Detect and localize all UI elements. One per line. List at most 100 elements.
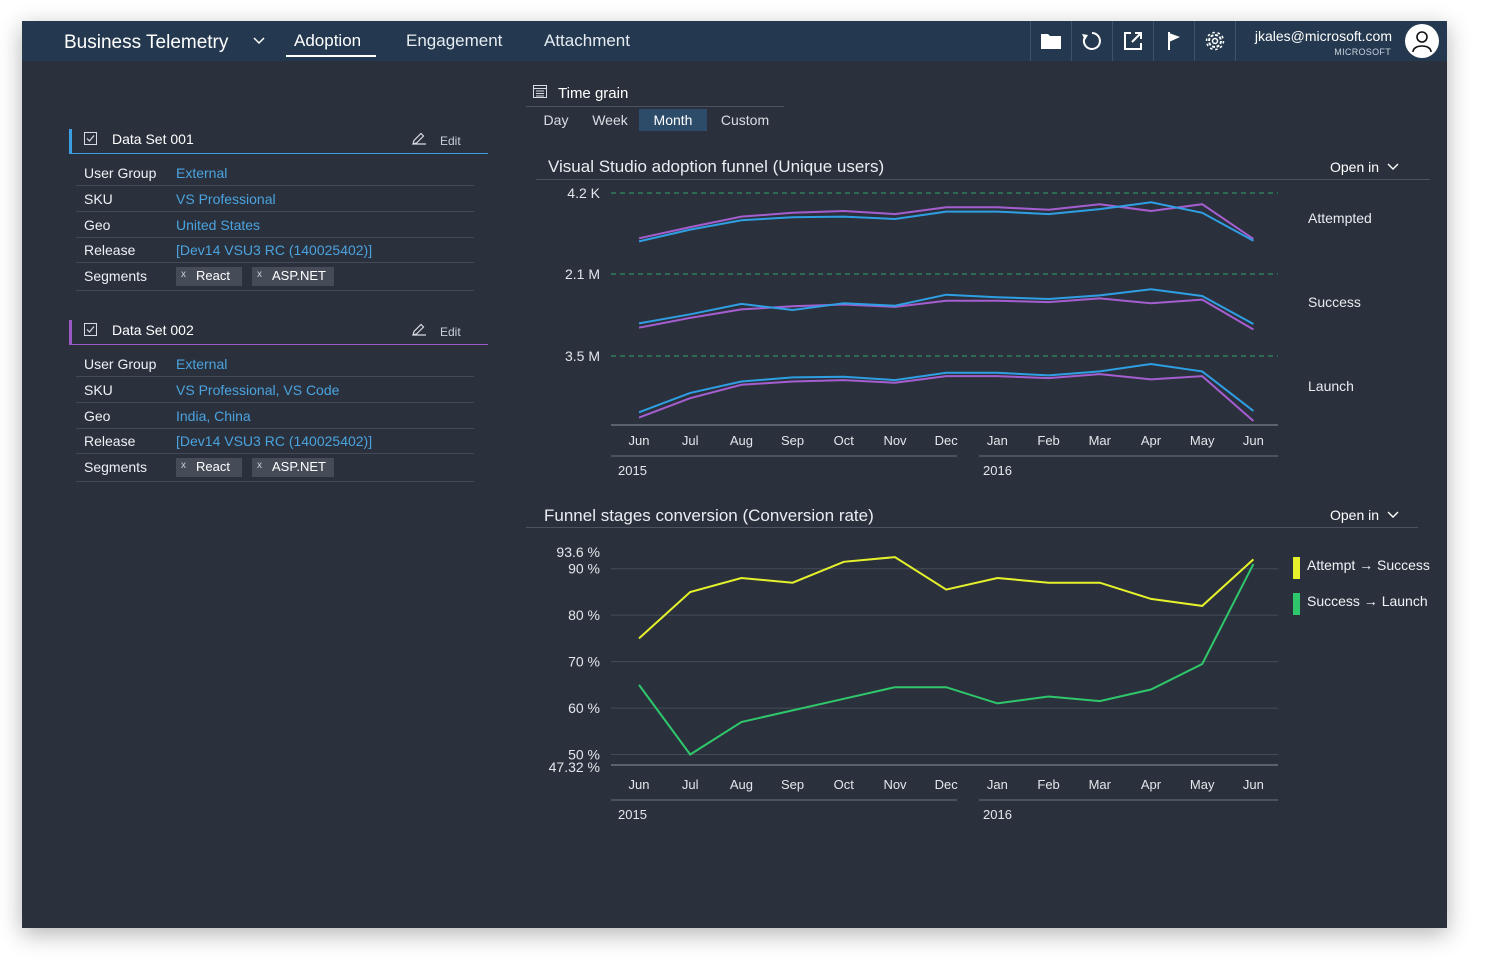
chevron-down-icon: [1387, 163, 1399, 170]
remove-chip-icon[interactable]: x: [257, 269, 262, 280]
dataset-1-row-release: Release [Dev14 VSU3 RC (140025402)]: [76, 237, 474, 263]
time-grain-month[interactable]: Month: [639, 109, 707, 131]
tab-attachment[interactable]: Attachment: [544, 31, 630, 50]
time-grain-title: Time grain: [558, 85, 629, 102]
funnel-x-tick-label: Dec: [935, 433, 959, 448]
conversion-y-tick-label: 47.32 %: [549, 759, 600, 775]
funnel-series-line: [638, 288, 1254, 325]
settings-button[interactable]: [1194, 21, 1236, 61]
segment-chip[interactable]: x React: [176, 458, 242, 477]
user-organization: MICROSOFT: [1334, 47, 1391, 57]
chevron-down-icon: [1387, 511, 1399, 518]
funnel-x-tick-label: Jul: [682, 433, 699, 448]
row-label: Segments: [84, 459, 148, 475]
row-value[interactable]: VS Professional: [176, 191, 276, 207]
row-value[interactable]: External: [176, 165, 228, 181]
folder-button[interactable]: [1030, 21, 1071, 61]
open-external-button[interactable]: [1112, 21, 1153, 61]
funnel-series-line: [638, 297, 1254, 331]
pencil-icon[interactable]: [410, 131, 426, 147]
conversion-x-tick-label: Jun: [1243, 777, 1264, 792]
row-label: Geo: [84, 408, 111, 424]
calendar-icon: [533, 85, 547, 98]
conversion-x-tick-label: Jan: [987, 777, 1008, 792]
tab-adoption[interactable]: Adoption: [294, 31, 362, 50]
adoption-open-in-button[interactable]: Open in: [1330, 159, 1399, 175]
funnel-x-tick-label: Aug: [730, 433, 753, 448]
checkbox-icon[interactable]: [84, 132, 97, 145]
segment-chip[interactable]: x ASP.NET: [252, 458, 334, 477]
conversion-y-tick-label: 80 %: [568, 607, 600, 623]
top-bar: Business Telemetry Adoption Engagement A…: [22, 21, 1447, 61]
row-value[interactable]: VS Professional, VS Code: [176, 382, 340, 398]
remove-chip-icon[interactable]: x: [257, 460, 262, 471]
time-grain-custom[interactable]: Custom: [720, 112, 770, 128]
segment-chip[interactable]: x ASP.NET: [252, 267, 334, 286]
conversion-x-tick-label: Sep: [781, 777, 804, 792]
user-email: jkales@microsoft.com: [1254, 28, 1392, 44]
row-label: User Group: [84, 165, 157, 181]
row-value[interactable]: United States: [176, 217, 261, 233]
flag-button[interactable]: [1153, 21, 1194, 61]
refresh-button[interactable]: [1071, 21, 1112, 61]
dataset-2-row-user-group: User Group External: [76, 351, 474, 377]
adoption-chart-divider: [536, 179, 1430, 180]
dataset-1-underline: [72, 153, 488, 154]
open-in-label: Open in: [1330, 507, 1380, 523]
dataset-1-edit-button[interactable]: Edit: [440, 134, 461, 148]
time-grain-week[interactable]: Week: [592, 112, 628, 128]
conversion-x-tick-label: Mar: [1089, 777, 1112, 792]
funnel-max-label: 3.5 M: [565, 348, 600, 364]
row-value[interactable]: India, China: [176, 408, 251, 424]
funnel-series-line: [638, 373, 1255, 422]
folder-icon: [1041, 34, 1061, 49]
dataset-2-edit-button[interactable]: Edit: [440, 325, 461, 339]
funnel-x-tick-label: Feb: [1037, 433, 1059, 448]
dataset-2-row-segments: Segments x React x ASP.NET: [76, 454, 474, 482]
row-label: Geo: [84, 217, 111, 233]
row-label: Release: [84, 242, 136, 258]
remove-chip-icon[interactable]: x: [181, 269, 186, 280]
dataset-1-row-segments: Segments x React x ASP.NET: [76, 263, 474, 291]
funnel-max-label: 2.1 M: [565, 266, 600, 282]
funnel-max-label: 4.2 K: [567, 185, 600, 201]
conversion-x-tick-label: Aug: [730, 777, 753, 792]
conversion-x-tick-label: Feb: [1037, 777, 1059, 792]
conversion-chart-divider: [526, 527, 1418, 528]
app-switcher-chevron-icon[interactable]: [251, 34, 267, 48]
conversion-y-tick-label: 50 %: [568, 747, 600, 763]
row-value[interactable]: [Dev14 VSU3 RC (140025402)]: [176, 433, 373, 449]
adoption-chart-title: Visual Studio adoption funnel (Unique us…: [548, 157, 885, 176]
funnel-x-tick-label: Jun: [1243, 433, 1264, 448]
segment-chip[interactable]: x React: [176, 267, 242, 286]
conversion-x-tick-label: Jun: [629, 777, 650, 792]
conversion-x-tick-label: Nov: [883, 777, 907, 792]
dataset-1-title: Data Set 001: [112, 131, 194, 147]
pencil-icon[interactable]: [410, 322, 426, 338]
conversion-legend-label: Success → Launch: [1307, 593, 1428, 609]
dataset-2-header: Data Set 002 Edit: [69, 320, 488, 345]
remove-chip-icon[interactable]: x: [181, 460, 186, 471]
open-in-label: Open in: [1330, 159, 1380, 175]
funnel-series-line: [638, 203, 1254, 240]
dataset-2-title: Data Set 002: [112, 322, 194, 338]
row-value[interactable]: [Dev14 VSU3 RC (140025402)]: [176, 242, 373, 258]
conversion-x-tick-label: May: [1190, 777, 1215, 792]
time-grain-day[interactable]: Day: [543, 112, 569, 128]
user-avatar[interactable]: [1405, 24, 1439, 58]
funnel-x-tick-label: Oct: [834, 433, 855, 448]
conversion-year-label: 2016: [983, 807, 1012, 822]
dataset-1-row-geo: Geo United States: [76, 212, 474, 238]
funnel-stage-label: Attempted: [1308, 210, 1372, 226]
gear-icon: [1205, 31, 1225, 51]
funnel-stage-label: Success: [1308, 294, 1361, 310]
chip-label: React: [196, 459, 230, 474]
conversion-y-tick-label: 90 %: [568, 561, 600, 577]
conversion-y-tick-label: 93.6 %: [556, 544, 600, 560]
checkbox-icon[interactable]: [84, 323, 97, 336]
row-value[interactable]: External: [176, 356, 228, 372]
tab-engagement[interactable]: Engagement: [406, 31, 503, 50]
conversion-open-in-button[interactable]: Open in: [1330, 507, 1399, 523]
conversion-series-line: [638, 556, 1255, 640]
refresh-icon: [1082, 32, 1101, 50]
